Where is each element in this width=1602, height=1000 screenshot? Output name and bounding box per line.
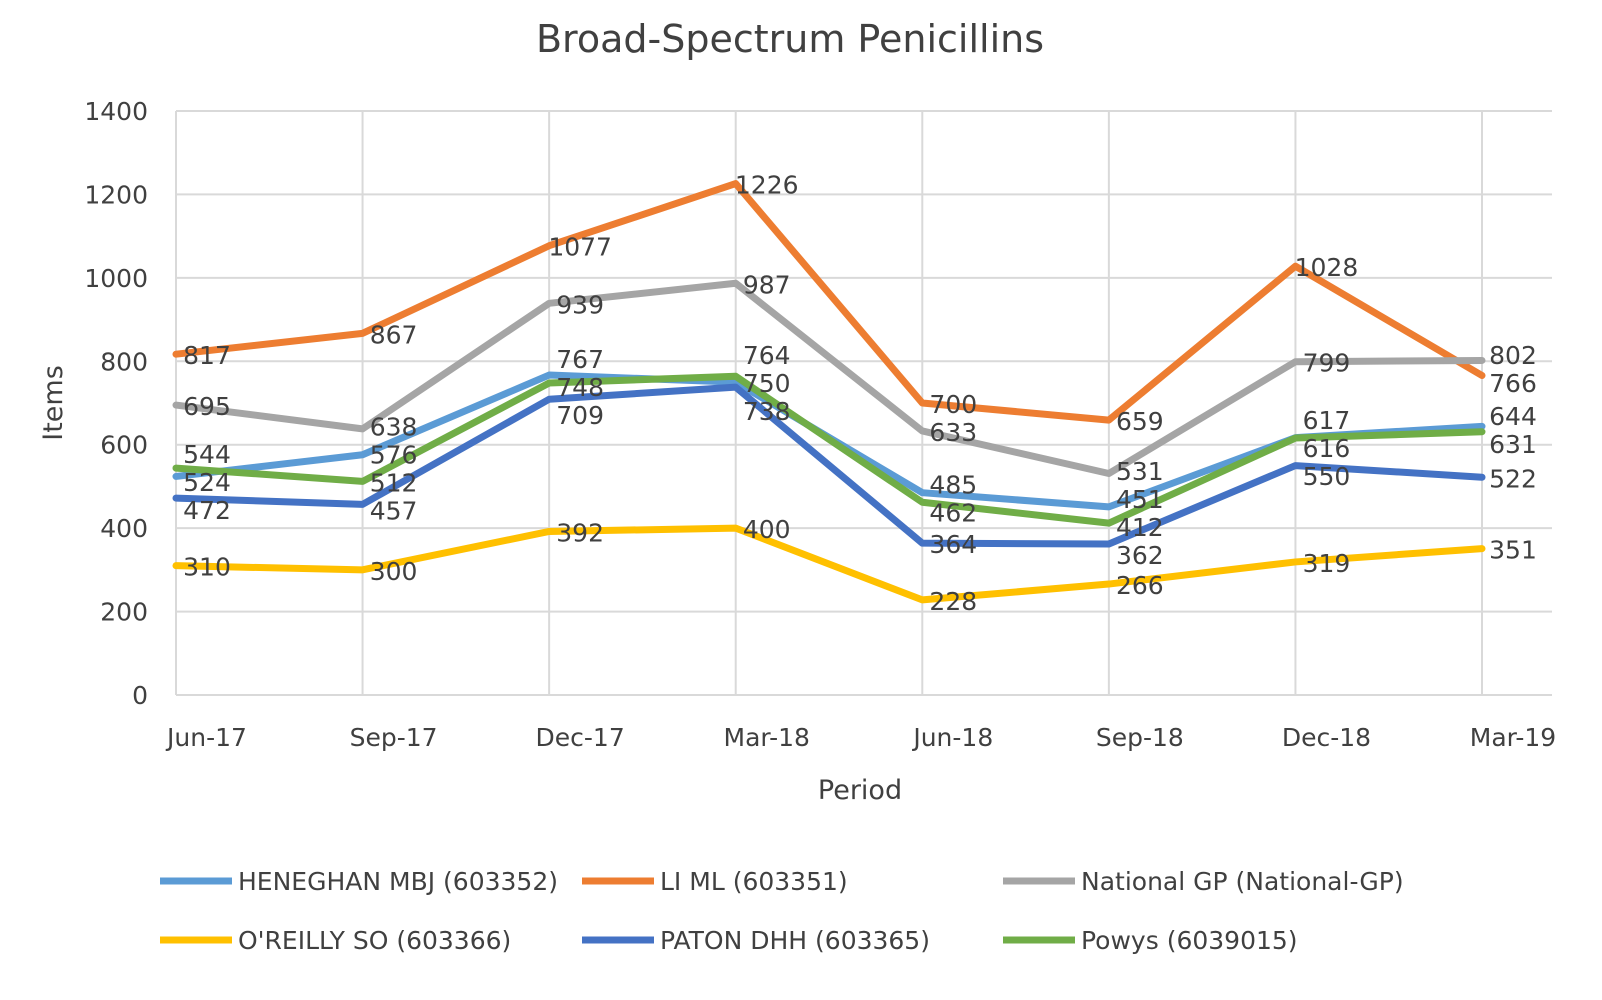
data-label: 867 xyxy=(370,320,418,349)
data-label: 799 xyxy=(1303,349,1351,378)
data-label: 748 xyxy=(556,373,604,402)
data-label: 300 xyxy=(370,557,418,586)
data-label: 319 xyxy=(1303,549,1351,578)
data-label: 524 xyxy=(183,468,231,497)
data-label: 392 xyxy=(556,518,604,547)
series-line xyxy=(172,279,1486,477)
data-label: 531 xyxy=(1116,457,1164,486)
data-label: 802 xyxy=(1489,341,1537,370)
legend-item: O'REILLY SO (603366) xyxy=(160,926,511,955)
data-label: 633 xyxy=(929,418,977,447)
y-tick-label: 1400 xyxy=(84,97,148,126)
x-tick-label: Mar-18 xyxy=(724,723,810,752)
data-label: 1226 xyxy=(735,171,799,200)
legend-label: HENEGHAN MBJ (603352) xyxy=(238,867,558,896)
data-label: 616 xyxy=(1303,434,1351,463)
legend-label: National GP (National-GP) xyxy=(1081,867,1404,896)
data-label: 462 xyxy=(929,498,977,527)
data-label: 700 xyxy=(929,390,977,419)
data-label: 266 xyxy=(1116,571,1164,600)
data-label: 766 xyxy=(1489,369,1537,398)
data-label: 939 xyxy=(556,290,604,319)
data-label: 472 xyxy=(183,496,231,525)
data-label: 362 xyxy=(1116,541,1164,570)
data-label: 310 xyxy=(183,553,231,582)
data-label: 412 xyxy=(1116,513,1164,542)
data-label: 451 xyxy=(1116,485,1164,514)
x-tick-label: Jun-18 xyxy=(911,723,993,752)
series-line xyxy=(172,524,1486,604)
data-label: 228 xyxy=(929,587,977,616)
legend-label: Powys (6039015) xyxy=(1081,926,1298,955)
data-label: 709 xyxy=(556,401,604,430)
y-tick-label: 800 xyxy=(100,347,148,376)
data-label: 512 xyxy=(370,468,418,497)
x-tick-label: Mar-19 xyxy=(1470,723,1556,752)
x-tick-label: Jun-17 xyxy=(165,723,247,752)
data-label: 550 xyxy=(1303,462,1351,491)
data-label: 1028 xyxy=(1295,253,1359,282)
x-tick-label: Sep-17 xyxy=(350,723,438,752)
data-label: 767 xyxy=(556,345,604,374)
data-label: 987 xyxy=(743,270,791,299)
legend-label: O'REILLY SO (603366) xyxy=(238,926,511,955)
legend-item: Powys (6039015) xyxy=(1003,926,1298,955)
x-tick-label: Sep-18 xyxy=(1096,723,1184,752)
data-label: 522 xyxy=(1489,464,1537,493)
y-axis-label: Items xyxy=(38,365,69,441)
data-label: 750 xyxy=(743,369,791,398)
data-label: 738 xyxy=(743,397,791,426)
x-axis-label: Period xyxy=(818,775,902,806)
data-label: 457 xyxy=(370,496,418,525)
y-tick-label: 400 xyxy=(100,514,148,543)
x-tick-label: Dec-17 xyxy=(536,723,625,752)
data-label: 576 xyxy=(370,440,418,469)
data-label: 631 xyxy=(1489,430,1537,459)
series-line xyxy=(172,180,1486,424)
chart-title: Broad-Spectrum Penicillins xyxy=(536,17,1044,61)
y-tick-label: 0 xyxy=(132,681,148,710)
legend-item: PATON DHH (603365) xyxy=(582,926,930,955)
y-tick-label: 200 xyxy=(100,598,148,627)
data-label: 638 xyxy=(370,412,418,441)
y-tick-label: 600 xyxy=(100,431,148,460)
data-label: 817 xyxy=(183,341,231,370)
legend-item: HENEGHAN MBJ (603352) xyxy=(160,867,558,896)
data-label: 764 xyxy=(743,341,791,370)
series-line xyxy=(172,372,1486,527)
data-label: 351 xyxy=(1489,536,1537,565)
data-label: 659 xyxy=(1116,407,1164,436)
x-tick-label: Dec-18 xyxy=(1282,723,1371,752)
data-label: 544 xyxy=(183,440,231,469)
data-label: 644 xyxy=(1489,402,1537,431)
y-tick-label: 1000 xyxy=(84,264,148,293)
data-label: 695 xyxy=(183,392,231,421)
legend-item: National GP (National-GP) xyxy=(1003,867,1404,896)
data-label: 485 xyxy=(929,470,977,499)
data-label: 364 xyxy=(929,530,977,559)
data-label: 1077 xyxy=(548,233,612,262)
legend-label: LI ML (603351) xyxy=(660,867,848,896)
data-label: 617 xyxy=(1303,406,1351,435)
y-tick-label: 1200 xyxy=(84,180,148,209)
series-line xyxy=(172,383,1486,548)
data-label: 400 xyxy=(743,515,791,544)
legend-label: PATON DHH (603365) xyxy=(660,926,930,955)
legend-item: LI ML (603351) xyxy=(582,867,848,896)
